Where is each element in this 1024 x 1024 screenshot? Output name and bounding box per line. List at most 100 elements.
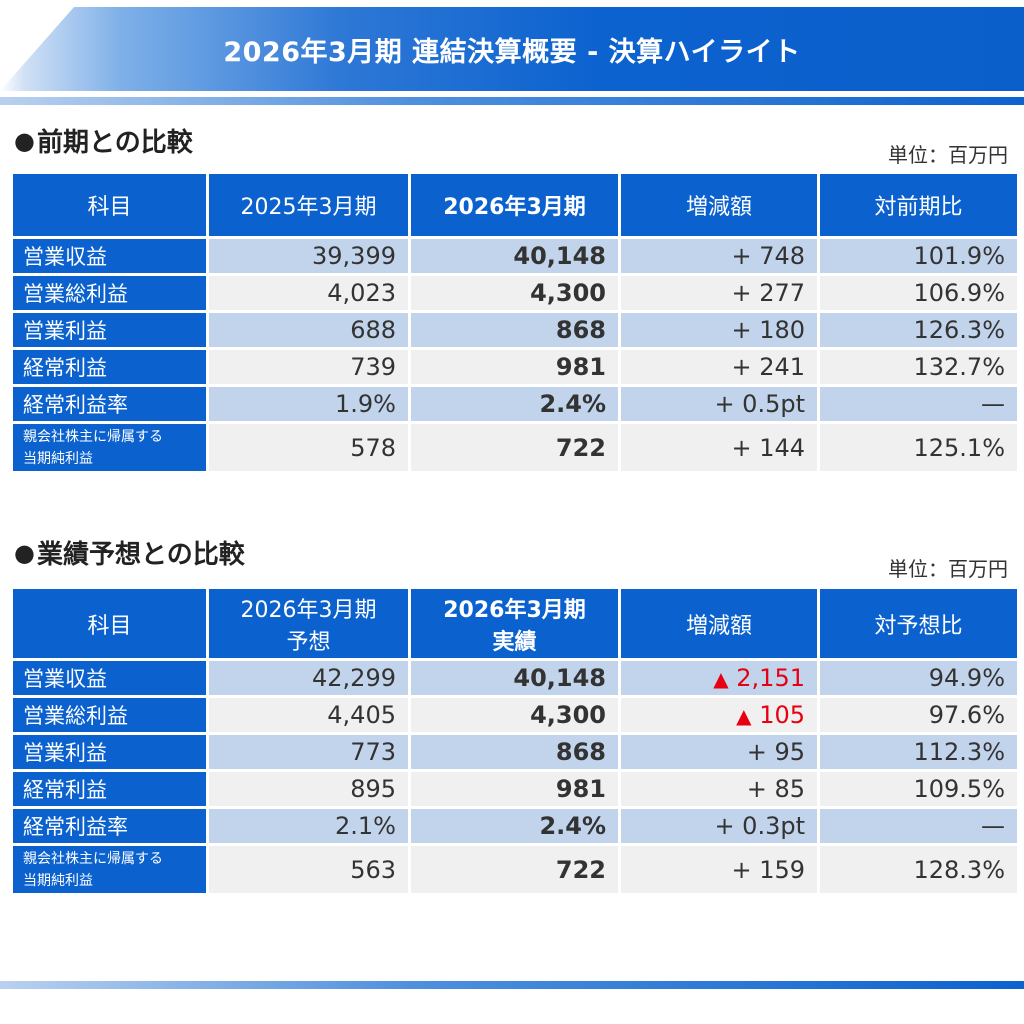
row-label: 経常利益率: [13, 387, 206, 421]
cell-actual: 4,300: [411, 698, 618, 732]
section1-heading: ● 前期との比較: [14, 122, 193, 159]
top-divider: [0, 97, 1024, 105]
cell-curr: 981: [411, 350, 618, 384]
cell-actual: 722: [411, 846, 618, 893]
table-header-row: 科目 2026年3月期 予想 2026年3月期 実績 増減額 対予想比: [13, 589, 1017, 658]
cell-ratio: 109.5%: [820, 772, 1017, 806]
cell-forecast: 773: [209, 735, 408, 769]
table-row: 営業利益 773 868 + 95 112.3%: [13, 735, 1017, 769]
cell-diff: + 159: [621, 846, 817, 893]
col-header-actual-line1: 2026年3月期: [443, 597, 586, 623]
row-label-line2: 当期純利益: [23, 872, 93, 889]
row-label: 営業総利益: [13, 698, 206, 732]
cell-diff: + 241: [621, 350, 817, 384]
cell-prev: 739: [209, 350, 408, 384]
row-label: 営業総利益: [13, 276, 206, 310]
cell-diff: ▲ 105: [621, 698, 817, 732]
cell-curr: 4,300: [411, 276, 618, 310]
cell-ratio: 132.7%: [820, 350, 1017, 384]
cell-ratio: —: [820, 809, 1017, 843]
col-header-ratio: 対予想比: [820, 589, 1017, 658]
triangle-up-icon: ▲: [713, 667, 729, 691]
cell-diff: + 95: [621, 735, 817, 769]
row-label: 営業収益: [13, 661, 206, 695]
cell-diff-value: 2,151: [736, 664, 805, 692]
col-header-item: 科目: [13, 174, 206, 236]
cell-ratio: 112.3%: [820, 735, 1017, 769]
col-header-diff: 増減額: [621, 174, 817, 236]
header-banner: [0, 7, 1024, 91]
cell-diff: + 180: [621, 313, 817, 347]
cell-diff: + 0.3pt: [621, 809, 817, 843]
table-row: 営業収益 39,399 40,148 + 748 101.9%: [13, 239, 1017, 273]
cell-diff: + 144: [621, 424, 817, 471]
cell-diff: ▲ 2,151: [621, 661, 817, 695]
col-header-prev: 2025年3月期: [209, 174, 408, 236]
bullet-icon: ●: [14, 538, 35, 567]
col-header-forecast: 2026年3月期 予想: [209, 589, 408, 658]
section1-title: 前期との比較: [36, 128, 193, 158]
col-header-forecast-line2: 予想: [286, 629, 331, 655]
row-label-line1: 親会社株主に帰属する: [23, 850, 163, 867]
triangle-up-icon: ▲: [736, 704, 752, 728]
row-label: 営業利益: [13, 735, 206, 769]
row-label: 営業収益: [13, 239, 206, 273]
cell-forecast: 4,405: [209, 698, 408, 732]
col-header-actual: 2026年3月期 実績: [411, 589, 618, 658]
page-title: 2026年3月期 連結決算概要 - 決算ハイライト: [223, 36, 801, 68]
col-header-curr: 2026年3月期: [411, 174, 618, 236]
section2-heading: ● 業績予想との比較: [14, 534, 245, 571]
table-row: 親会社株主に帰属する 当期純利益 578 722 + 144 125.1%: [13, 424, 1017, 471]
cell-actual: 981: [411, 772, 618, 806]
row-label-line1: 親会社株主に帰属する: [23, 428, 163, 445]
cell-ratio: 94.9%: [820, 661, 1017, 695]
table-row: 経常利益 895 981 + 85 109.5%: [13, 772, 1017, 806]
cell-forecast: 2.1%: [209, 809, 408, 843]
cell-prev: 4,023: [209, 276, 408, 310]
cell-ratio: 126.3%: [820, 313, 1017, 347]
table-row: 営業総利益 4,405 4,300 ▲ 105 97.6%: [13, 698, 1017, 732]
cell-ratio: —: [820, 387, 1017, 421]
cell-ratio: 128.3%: [820, 846, 1017, 893]
cell-prev: 39,399: [209, 239, 408, 273]
cell-diff-value: 105: [759, 701, 805, 729]
bottom-divider: [0, 981, 1024, 989]
cell-actual: 2.4%: [411, 809, 618, 843]
row-label: 営業利益: [13, 313, 206, 347]
cell-ratio: 125.1%: [820, 424, 1017, 471]
table-row: 経常利益率 1.9% 2.4% + 0.5pt —: [13, 387, 1017, 421]
col-header-diff: 増減額: [621, 589, 817, 658]
row-label: 親会社株主に帰属する 当期純利益: [13, 424, 206, 471]
col-header-ratio: 対前期比: [820, 174, 1017, 236]
table-row: 営業利益 688 868 + 180 126.3%: [13, 313, 1017, 347]
cell-diff: + 0.5pt: [621, 387, 817, 421]
cell-ratio: 106.9%: [820, 276, 1017, 310]
section2-unit: 単位：百万円: [888, 557, 1008, 581]
row-label: 経常利益: [13, 350, 206, 384]
table-row: 親会社株主に帰属する 当期純利益 563 722 + 159 128.3%: [13, 846, 1017, 893]
comparison-prior-year-table: 科目 2025年3月期 2026年3月期 増減額 対前期比 営業収益 39,39…: [10, 171, 1020, 474]
cell-actual: 40,148: [411, 661, 618, 695]
cell-curr: 722: [411, 424, 618, 471]
comparison-forecast-table: 科目 2026年3月期 予想 2026年3月期 実績 増減額 対予想比 営業収益…: [10, 586, 1020, 896]
cell-curr: 868: [411, 313, 618, 347]
row-label: 経常利益率: [13, 809, 206, 843]
cell-forecast: 563: [209, 846, 408, 893]
table-row: 経常利益率 2.1% 2.4% + 0.3pt —: [13, 809, 1017, 843]
table-row: 営業収益 42,299 40,148 ▲ 2,151 94.9%: [13, 661, 1017, 695]
row-label: 親会社株主に帰属する 当期純利益: [13, 846, 206, 893]
table-row: 営業総利益 4,023 4,300 + 277 106.9%: [13, 276, 1017, 310]
col-header-item: 科目: [13, 589, 206, 658]
cell-ratio: 97.6%: [820, 698, 1017, 732]
cell-forecast: 895: [209, 772, 408, 806]
bullet-icon: ●: [14, 126, 35, 155]
table-row: 経常利益 739 981 + 241 132.7%: [13, 350, 1017, 384]
cell-actual: 868: [411, 735, 618, 769]
cell-prev: 578: [209, 424, 408, 471]
section1-unit: 単位：百万円: [888, 143, 1008, 167]
row-label: 経常利益: [13, 772, 206, 806]
cell-forecast: 42,299: [209, 661, 408, 695]
cell-prev: 1.9%: [209, 387, 408, 421]
section2-title: 業績予想との比較: [36, 540, 245, 570]
cell-curr: 2.4%: [411, 387, 618, 421]
